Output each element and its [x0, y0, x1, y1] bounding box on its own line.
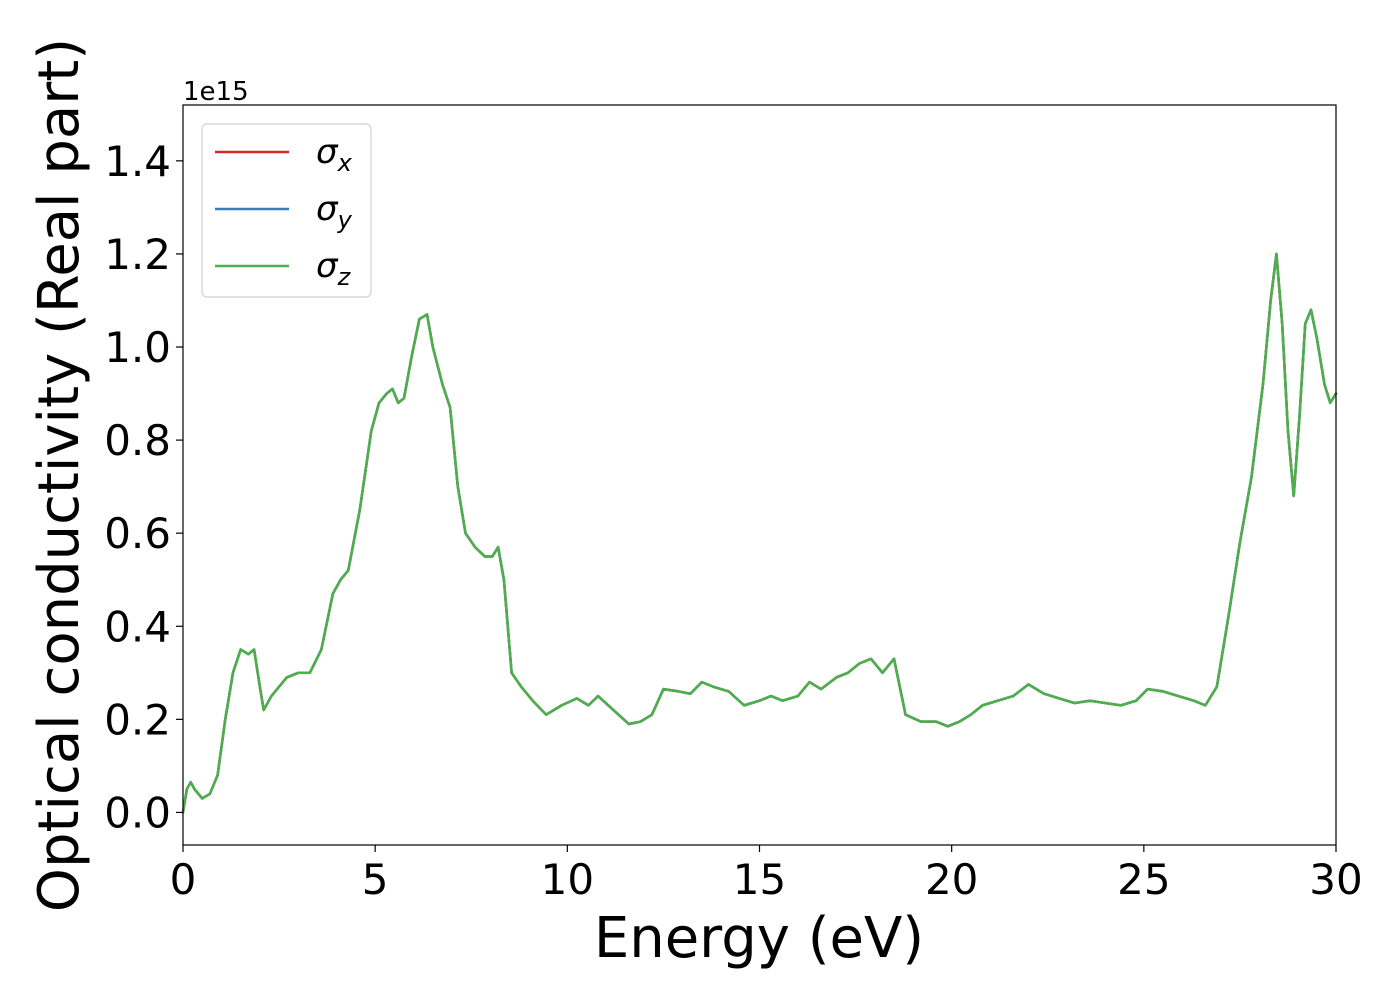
- x-tick-label: 10: [541, 855, 594, 904]
- y-tick-label: 0.2: [104, 695, 171, 744]
- legend-items: σx σy σz: [215, 132, 353, 291]
- y-tick-label: 0.0: [104, 788, 171, 837]
- y-multiplier-label: 1e15: [183, 77, 249, 107]
- y-tick-label: 1.4: [104, 137, 171, 186]
- legend: σx σy σz: [201, 123, 372, 298]
- x-axis-label: Energy (eV): [594, 906, 924, 971]
- legend-label-3: σz: [316, 246, 352, 291]
- y-tick-label: 1.2: [104, 230, 171, 279]
- x-axis-ticks: 0 5 10 15 20 25 30: [170, 845, 1363, 904]
- x-tick-label: 25: [1117, 855, 1170, 904]
- series-layer: [181, 252, 1338, 814]
- legend-label-1: σx: [316, 132, 353, 177]
- y-axis-ticks: 0.0 0.2 0.4 0.6 0.8 1.0 1.2 1.4: [104, 137, 183, 837]
- y-axis-label: Optical conductivity (Real part): [27, 38, 92, 912]
- y-tick-label: 0.6: [104, 509, 171, 558]
- legend-box: [201, 123, 372, 298]
- y-tick-label: 0.4: [104, 602, 171, 651]
- x-tick-label: 0: [170, 855, 197, 904]
- legend-label-2: σy: [316, 189, 353, 234]
- series-line-3: [181, 252, 1338, 814]
- x-tick-label: 20: [925, 855, 978, 904]
- x-tick-label: 5: [362, 855, 389, 904]
- x-tick-label: 15: [733, 855, 786, 904]
- y-tick-label: 0.8: [104, 416, 171, 465]
- y-tick-label: 1.0: [104, 323, 171, 372]
- x-tick-label: 30: [1309, 855, 1362, 904]
